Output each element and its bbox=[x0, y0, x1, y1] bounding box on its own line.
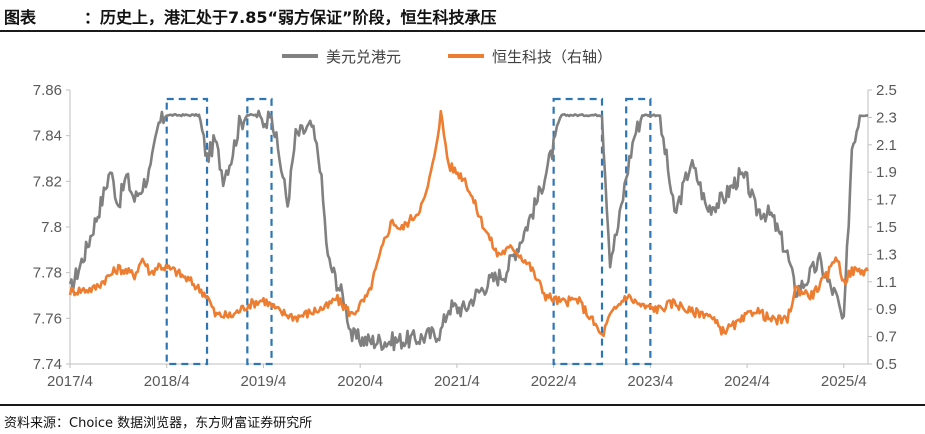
highlight-period-box bbox=[246, 97, 273, 366]
highlight-period-box bbox=[165, 97, 209, 366]
y-right-tick-label: 0.5 bbox=[876, 356, 897, 373]
highlight-period-box bbox=[625, 97, 652, 366]
x-tick-label: 2025/4 bbox=[821, 373, 867, 390]
series-line-usd-hkd bbox=[68, 109, 869, 352]
figure-label: 图表 bbox=[4, 8, 37, 27]
x-tick-label: 2021/4 bbox=[434, 373, 480, 390]
y-right-tick-label: 1.9 bbox=[876, 164, 897, 181]
x-tick-label: 2017/4 bbox=[47, 373, 93, 390]
legend-label: 恒生科技（右轴） bbox=[492, 48, 612, 66]
y-right-tick-label: 2.3 bbox=[876, 109, 897, 126]
y-right-tick-label: 2.1 bbox=[876, 137, 897, 154]
y-left-tick-label: 7.82 bbox=[33, 173, 62, 190]
title-bar: 图表 ：历史上，港汇处于7.85“弱方保证”阶段，恒生科技承压 bbox=[0, 0, 925, 32]
highlight-period-box bbox=[552, 97, 604, 366]
source-bar: 资料来源：Choice 数据浏览器，东方财富证券研究所 bbox=[0, 404, 925, 434]
y-right-tick-label: 2.5 bbox=[876, 82, 897, 99]
x-tick-label: 2020/4 bbox=[337, 373, 383, 390]
series-line-hstech bbox=[68, 109, 870, 338]
x-tick-label: 2023/4 bbox=[627, 373, 673, 390]
x-tick-label: 2018/4 bbox=[144, 373, 190, 390]
y-right-tick-label: 1.3 bbox=[876, 246, 897, 263]
y-right-tick-label: 0.9 bbox=[876, 301, 897, 318]
source-note: 资料来源：Choice 数据浏览器，东方财富证券研究所 bbox=[4, 416, 313, 431]
y-left-tick-label: 7.86 bbox=[33, 82, 62, 99]
y-right-tick-label: 1.5 bbox=[876, 219, 897, 236]
y-left-tick-label: 7.78 bbox=[33, 265, 62, 282]
x-tick-label: 2019/4 bbox=[241, 373, 287, 390]
y-left-tick-label: 7.84 bbox=[33, 128, 62, 145]
y-left-tick-label: 7.74 bbox=[33, 356, 62, 373]
figure-title: ：历史上，港汇处于7.85“弱方保证”阶段，恒生科技承压 bbox=[84, 8, 497, 27]
x-tick-label: 2022/4 bbox=[531, 373, 577, 390]
x-tick-label: 2024/4 bbox=[724, 373, 770, 390]
y-left-tick-label: 7.76 bbox=[33, 310, 62, 327]
y-left-tick-label: 7.8 bbox=[41, 219, 62, 236]
y-right-tick-label: 1.1 bbox=[876, 274, 897, 291]
legend-label: 美元兑港元 bbox=[326, 48, 401, 66]
y-right-tick-label: 0.7 bbox=[876, 329, 897, 346]
y-right-tick-label: 1.7 bbox=[876, 192, 897, 209]
